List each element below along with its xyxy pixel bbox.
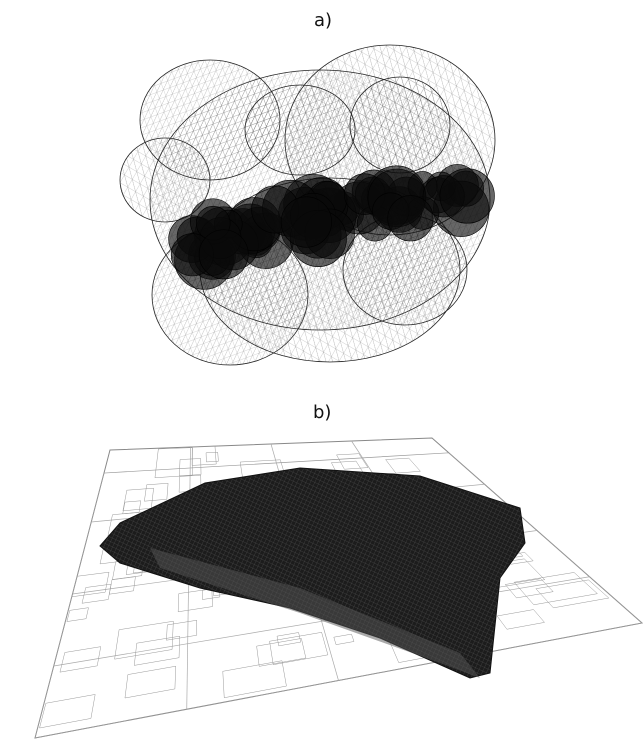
octree-subcell (513, 572, 598, 606)
octree-subcell (496, 609, 545, 630)
octree-subcell (191, 445, 217, 466)
mesh-shading-band (150, 548, 480, 678)
octree-subcell (154, 447, 193, 479)
dense-building-mesh (99, 467, 526, 679)
panel-label-a: a) (314, 10, 333, 31)
octree-figure (34, 437, 644, 739)
octree-subcell (122, 500, 142, 515)
octree-subcell (124, 665, 176, 699)
octree-subcell (222, 660, 287, 699)
octree-subcell (256, 638, 307, 667)
core-sphere (198, 229, 249, 280)
octree-subcell (333, 633, 355, 645)
octree-subcell (177, 588, 213, 613)
octree-subcell (144, 483, 169, 502)
wire-sphere (119, 137, 211, 223)
core-sphere (280, 196, 332, 248)
octree-subcell (59, 646, 102, 673)
octree-subcell (269, 632, 329, 665)
sphere-hierarchy-figure (119, 44, 496, 366)
octree-subcell (133, 635, 180, 666)
core-sphere (439, 168, 495, 224)
octree-subcell (122, 487, 154, 512)
octree-subcell (535, 579, 610, 609)
octree-split (53, 576, 590, 667)
dense-geometry (99, 467, 526, 679)
octree-subcell (39, 694, 96, 729)
core-sphere (387, 195, 434, 242)
octree-subcell (81, 583, 112, 604)
octree-subcell (385, 457, 421, 474)
octree-subcell (205, 452, 219, 463)
octree-subcell (336, 453, 369, 470)
octree-subcell (71, 571, 110, 598)
octree-slab-face (34, 452, 643, 739)
octree-subcell (166, 619, 198, 641)
octree-subcell (109, 576, 136, 595)
wire-sphere (349, 76, 451, 174)
panel-label-b: b) (313, 402, 332, 423)
octree-subcell (66, 607, 89, 622)
octree-subcell (114, 620, 174, 660)
octree-subcell (179, 458, 202, 477)
octree-subcell (504, 578, 554, 599)
wire-sphere (244, 84, 356, 176)
octree-subcell (276, 632, 302, 647)
core-spheres (168, 164, 495, 290)
